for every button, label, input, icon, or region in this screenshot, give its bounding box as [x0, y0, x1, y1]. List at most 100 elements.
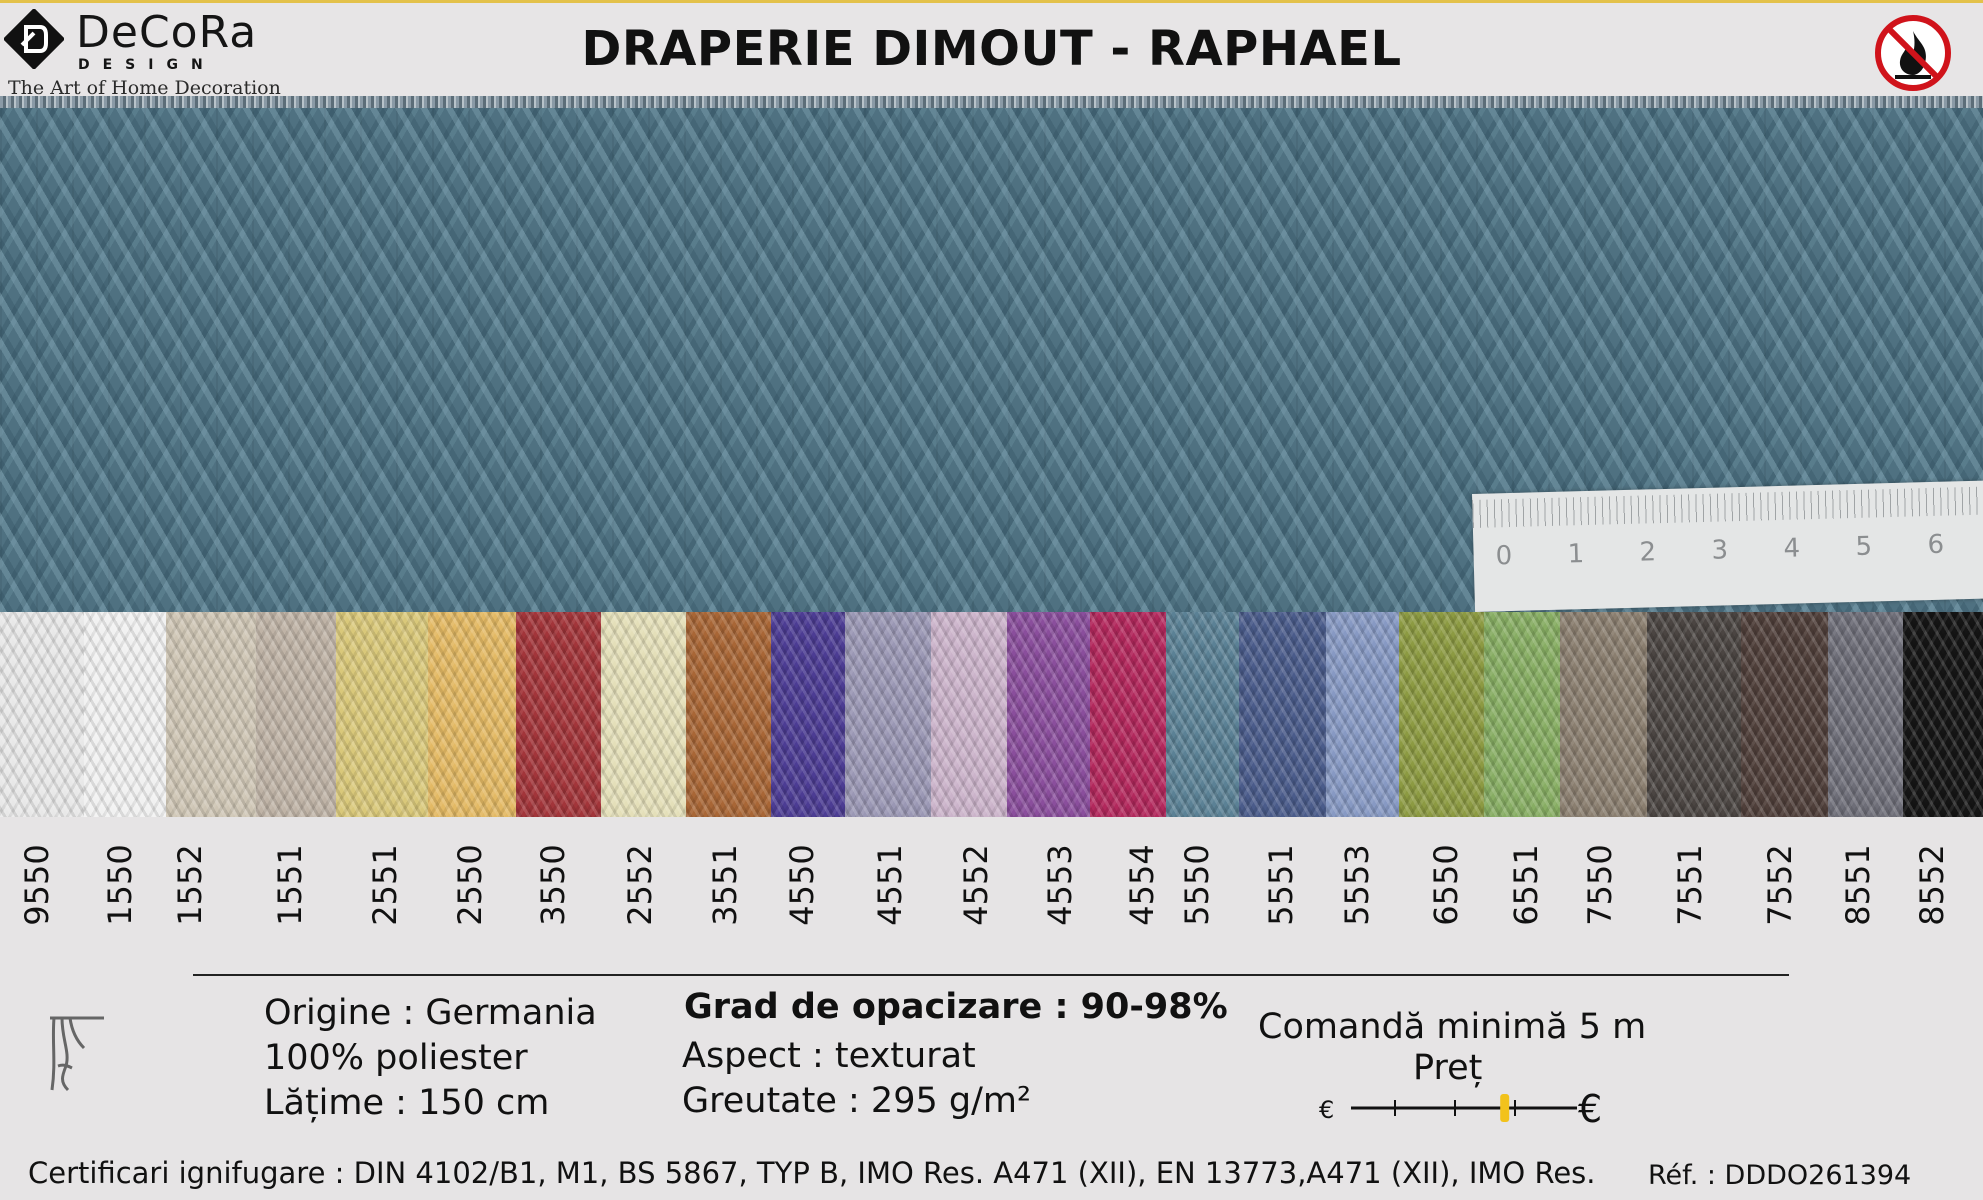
color-swatch-2552[interactable] — [601, 612, 686, 817]
color-code-label: 8551 — [1838, 825, 1878, 945]
color-code-text: 7552 — [1761, 844, 1799, 926]
ruler-number: 2 — [1639, 537, 1657, 568]
price-level-marker — [1500, 1094, 1510, 1122]
color-code-label: 4550 — [782, 825, 822, 945]
color-swatch-4553[interactable] — [1007, 612, 1090, 817]
color-code-text: 4554 — [1123, 844, 1161, 926]
color-swatch-1552[interactable] — [166, 612, 256, 817]
color-code-label: 7551 — [1670, 825, 1710, 945]
color-code-text: 4552 — [957, 844, 995, 926]
color-code-text: 7550 — [1581, 844, 1619, 926]
color-code-text: 8551 — [1839, 844, 1877, 926]
color-swatch-8551[interactable] — [1828, 612, 1903, 817]
color-code-text: 6551 — [1507, 844, 1545, 926]
color-swatch-5550[interactable] — [1166, 612, 1239, 817]
color-swatch-4551[interactable] — [845, 612, 931, 817]
color-swatch-1551[interactable] — [256, 612, 336, 817]
spec-opacity: Grad de opacizare : 90-98% — [684, 985, 1228, 1030]
color-code-text: 4550 — [783, 844, 821, 926]
reference-code: Réf. : DDDO261394 — [1648, 1160, 1912, 1191]
ruler-number: 3 — [1711, 535, 1729, 566]
color-swatch-3551[interactable] — [686, 612, 771, 817]
ruler-number: 5 — [1855, 531, 1873, 562]
color-code-label: 1550 — [100, 825, 140, 945]
certifications-text: Certificari ignifugare : DIN 4102/B1, M1… — [28, 1156, 1596, 1190]
fabric-edge — [0, 96, 1983, 108]
color-swatch-2550[interactable] — [428, 612, 516, 817]
color-code-text: 2551 — [366, 844, 404, 926]
color-code-text: 7551 — [1671, 844, 1709, 926]
brand-logo[interactable]: DeCoRa DESIGN The Art of Home Decoration — [4, 7, 281, 99]
color-swatch-8552[interactable] — [1903, 612, 1983, 817]
color-swatch-1550[interactable] — [84, 612, 166, 817]
color-code-label: 4551 — [870, 825, 910, 945]
color-code-label: 5553 — [1337, 825, 1377, 945]
color-code-text: 5550 — [1178, 844, 1216, 926]
decora-logo-icon — [4, 9, 64, 69]
ruler-ticks — [1472, 486, 1983, 528]
color-code-label: 4553 — [1040, 825, 1080, 945]
color-code-label: 2551 — [365, 825, 405, 945]
color-swatch-5551[interactable] — [1239, 612, 1326, 817]
color-swatch-9550[interactable] — [0, 612, 84, 817]
color-code-label: 7552 — [1760, 825, 1800, 945]
spec-aspect: Aspect : texturat — [682, 1036, 976, 1076]
curtain-icon — [50, 1016, 104, 1092]
price-low-symbol: € — [1319, 1096, 1334, 1124]
brand-sub: DESIGN — [78, 57, 216, 73]
color-code-label: 3551 — [705, 825, 745, 945]
color-code-label: 1551 — [270, 825, 310, 945]
color-code-label: 6551 — [1506, 825, 1546, 945]
color-swatch-7552[interactable] — [1741, 612, 1828, 817]
no-fire-icon — [1875, 15, 1951, 91]
color-code-label: 5551 — [1261, 825, 1301, 945]
ruler-number: 4 — [1783, 533, 1801, 564]
color-code-labels: 9550 1550 1552 1551 2551 2550 3550 2552 3551 4550… — [0, 825, 1983, 945]
color-code-label: 7550 — [1580, 825, 1620, 945]
color-code-label: 2550 — [450, 825, 490, 945]
color-swatch-strip — [0, 612, 1983, 817]
color-code-text: 3551 — [706, 844, 744, 926]
color-code-label: 4552 — [956, 825, 996, 945]
color-code-label: 8552 — [1912, 825, 1952, 945]
color-code-text: 6550 — [1427, 844, 1465, 926]
color-code-text: 4553 — [1041, 844, 1079, 926]
brand-tagline: The Art of Home Decoration — [8, 77, 281, 99]
color-swatch-5553[interactable] — [1326, 612, 1399, 817]
measuring-ruler: 0 1 2 3 4 5 6 — [1472, 480, 1983, 612]
color-code-text: 5553 — [1338, 844, 1376, 926]
price-high-symbol: € — [1578, 1088, 1602, 1128]
price-label: Preț — [1413, 1048, 1483, 1088]
spec-opacity-text: Grad de opacizare : 90-98% — [684, 987, 1228, 1027]
brand-name: DeCoRa — [76, 7, 258, 58]
spec-width: Lățime : 150 cm — [264, 1083, 550, 1123]
color-code-label: 5550 — [1177, 825, 1217, 945]
color-code-text: 4551 — [871, 844, 909, 926]
ruler-number: 1 — [1567, 539, 1585, 570]
color-swatch-7551[interactable] — [1647, 612, 1741, 817]
color-code-label: 3550 — [533, 825, 573, 945]
color-code-label: 6550 — [1426, 825, 1466, 945]
color-swatch-4550[interactable] — [771, 612, 845, 817]
color-code-text: 9550 — [18, 844, 56, 926]
color-code-text: 5551 — [1262, 844, 1300, 926]
color-swatch-3550[interactable] — [516, 612, 601, 817]
color-swatch-7550[interactable] — [1560, 612, 1647, 817]
divider — [193, 974, 1789, 976]
color-code-text: 8552 — [1913, 844, 1951, 926]
color-code-text: 1552 — [171, 844, 209, 926]
price-level-scale: € € — [1319, 1088, 1602, 1128]
color-code-label: 2552 — [620, 825, 660, 945]
color-code-text: 1551 — [271, 844, 309, 926]
header: DeCoRa DESIGN The Art of Home Decoration… — [0, 0, 1983, 99]
color-swatch-4552[interactable] — [931, 612, 1007, 817]
color-swatch-6550[interactable] — [1399, 612, 1484, 817]
color-code-label: 1552 — [170, 825, 210, 945]
fabric-sample-image: 0 1 2 3 4 5 6 — [0, 96, 1983, 612]
color-swatch-6551[interactable] — [1484, 612, 1560, 817]
color-swatch-2551[interactable] — [336, 612, 428, 817]
color-swatch-4554[interactable] — [1090, 612, 1166, 817]
spec-composition: 100% poliester — [264, 1038, 528, 1078]
color-code-label: 4554 — [1122, 825, 1162, 945]
spec-origin: Origine : Germania — [264, 993, 597, 1033]
